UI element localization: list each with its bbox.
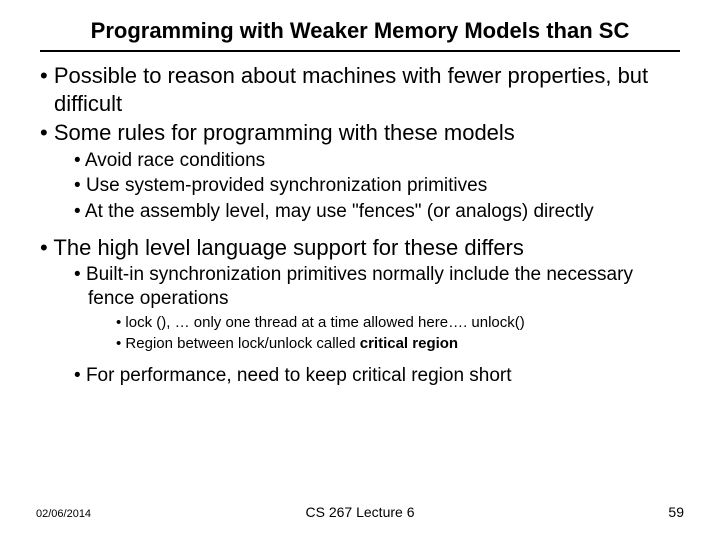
bullet-l2: At the assembly level, may use "fences" … <box>36 200 684 224</box>
bullet-l2: For performance, need to keep critical r… <box>36 364 684 388</box>
bullet-l2: Use system-provided synchronization prim… <box>36 174 684 198</box>
slide-content: Possible to reason about machines with f… <box>0 62 720 388</box>
footer-date: 02/06/2014 <box>36 508 91 520</box>
bullet-l3-bold: critical region <box>360 335 458 352</box>
slide-footer: 02/06/2014 CS 267 Lecture 6 59 <box>0 504 720 520</box>
footer-center: CS 267 Lecture 6 <box>306 504 415 520</box>
bullet-l2: Built-in synchronization primitives norm… <box>36 263 684 311</box>
bullet-l1: Possible to reason about machines with f… <box>36 62 684 117</box>
bullet-l3: lock (), … only one thread at a time all… <box>36 313 684 333</box>
bullet-l1: The high level language support for thes… <box>36 234 684 262</box>
slide: Programming with Weaker Memory Models th… <box>0 0 720 540</box>
spacer <box>36 356 684 364</box>
title-underline <box>40 50 680 52</box>
slide-title: Programming with Weaker Memory Models th… <box>0 18 720 50</box>
footer-page: 59 <box>668 504 684 520</box>
bullet-l3: Region between lock/unlock called critic… <box>36 334 684 354</box>
bullet-l3-text: Region between lock/unlock called <box>125 335 359 352</box>
bullet-l2: Avoid race conditions <box>36 149 684 173</box>
spacer <box>36 226 684 234</box>
bullet-l1: Some rules for programming with these mo… <box>36 119 684 147</box>
